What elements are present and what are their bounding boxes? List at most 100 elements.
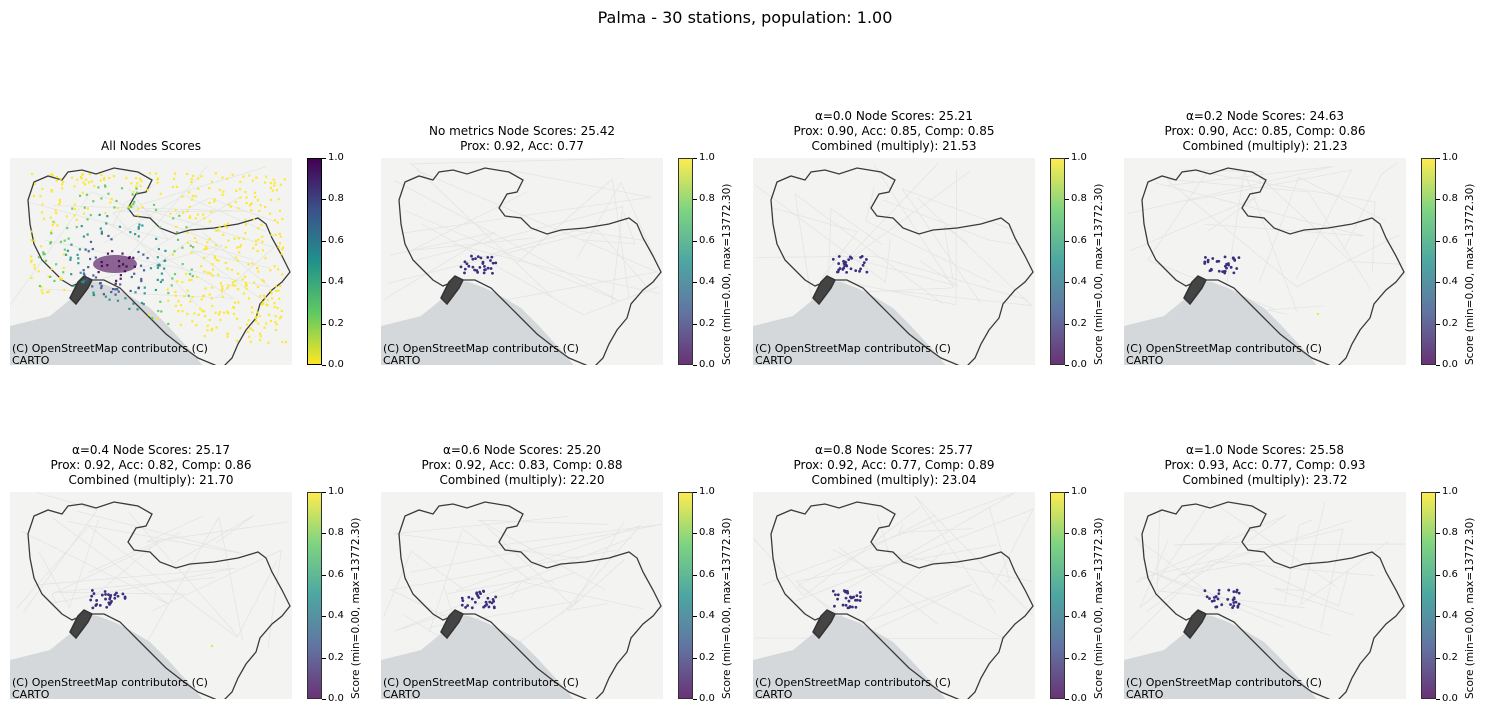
node-point (98, 282, 102, 285)
station-point (848, 255, 852, 259)
station-point (859, 255, 862, 259)
station-point (123, 596, 127, 600)
node-point (190, 180, 193, 184)
station-point (842, 259, 845, 263)
node-point (156, 178, 159, 181)
node-point (65, 215, 68, 218)
node-point (87, 266, 90, 269)
basemap-street (753, 506, 921, 597)
node-point (213, 200, 216, 203)
node-point (109, 201, 112, 204)
colorbar-tick-label: 0.4 (1071, 276, 1087, 288)
basemap-street (1147, 570, 1331, 637)
node-point (251, 311, 254, 314)
station-point (479, 256, 483, 260)
node-point (280, 253, 283, 256)
node-point (173, 250, 176, 253)
attribution-line: (C) OpenStreetMap contributors (C) (755, 342, 951, 355)
station-point (482, 590, 486, 593)
node-point (267, 313, 271, 316)
node-point (175, 185, 179, 188)
basemap-street (1139, 534, 1231, 608)
node-point (120, 187, 124, 190)
node-point (59, 201, 62, 204)
node-point (91, 285, 94, 288)
node-point (243, 292, 246, 295)
station-point (855, 598, 859, 602)
node-point (226, 310, 229, 313)
node-point (140, 277, 143, 281)
colorbar-tick-label: 0.0 (1442, 693, 1458, 704)
attribution-line: CARTO (383, 687, 421, 699)
station-point (1217, 592, 1221, 596)
basemap-street (393, 516, 579, 559)
node-point (275, 189, 279, 192)
basemap-street (510, 581, 644, 610)
node-point (181, 195, 184, 198)
node-point (57, 202, 61, 206)
attribution-line: (C) OpenStreetMap contributors (C) (1126, 676, 1322, 689)
station-point (486, 596, 490, 600)
station-point (459, 265, 463, 269)
node-point (222, 190, 225, 193)
station-point (1205, 595, 1209, 599)
node-point (263, 296, 267, 299)
node-point (62, 253, 66, 256)
station-point (842, 266, 846, 270)
node-point (127, 205, 130, 208)
station-point (1235, 267, 1239, 270)
node-point (56, 224, 59, 227)
node-point (154, 208, 158, 211)
colorbar-tick-label: 1.0 (699, 486, 715, 497)
panel-title: α=1.0 Node Scores: 25.58 Prox: 0.93, Acc… (1164, 443, 1366, 487)
node-point (260, 223, 263, 227)
node-point (254, 195, 257, 199)
node-point (72, 284, 75, 287)
node-point (236, 246, 239, 249)
node-point (250, 209, 253, 212)
node-point (242, 175, 245, 178)
node-point (76, 178, 79, 181)
basemap-street (577, 181, 663, 274)
colorbar-tick-label: 0.6 (328, 568, 344, 580)
station-point (481, 262, 485, 265)
node-point (274, 285, 278, 288)
node-point (277, 245, 280, 248)
node-point (156, 278, 159, 282)
station-point (475, 592, 479, 596)
station-point (1208, 597, 1211, 600)
basemap-street (10, 191, 216, 306)
node-point (132, 302, 135, 305)
node-point (215, 258, 218, 262)
node-point (188, 215, 192, 218)
node-point (265, 322, 268, 325)
node-point (208, 187, 211, 190)
node-point (238, 251, 241, 254)
node-point (187, 241, 190, 245)
node-point (233, 237, 236, 240)
node-point (142, 269, 146, 272)
node-point (196, 213, 200, 216)
node-point (124, 297, 127, 300)
node-point (210, 180, 214, 183)
node-point (210, 327, 214, 330)
node-point (130, 275, 133, 279)
node-point (190, 278, 193, 281)
node-point (163, 267, 166, 270)
node-point (39, 195, 42, 198)
basemap-street (754, 549, 1006, 640)
colorbar-tickmark (1436, 240, 1440, 242)
node-point (225, 226, 229, 229)
node-point (246, 330, 249, 334)
colorbar-tick-label: 0.4 (328, 276, 344, 288)
node-point (197, 313, 200, 316)
station-point (1220, 603, 1224, 607)
node-point (208, 293, 211, 296)
node-point (232, 312, 236, 316)
station-point (1236, 605, 1240, 609)
node-point (105, 222, 108, 225)
node-point (239, 180, 242, 184)
port-coastline (812, 609, 837, 640)
node-point (141, 205, 144, 209)
node-point (237, 237, 240, 240)
